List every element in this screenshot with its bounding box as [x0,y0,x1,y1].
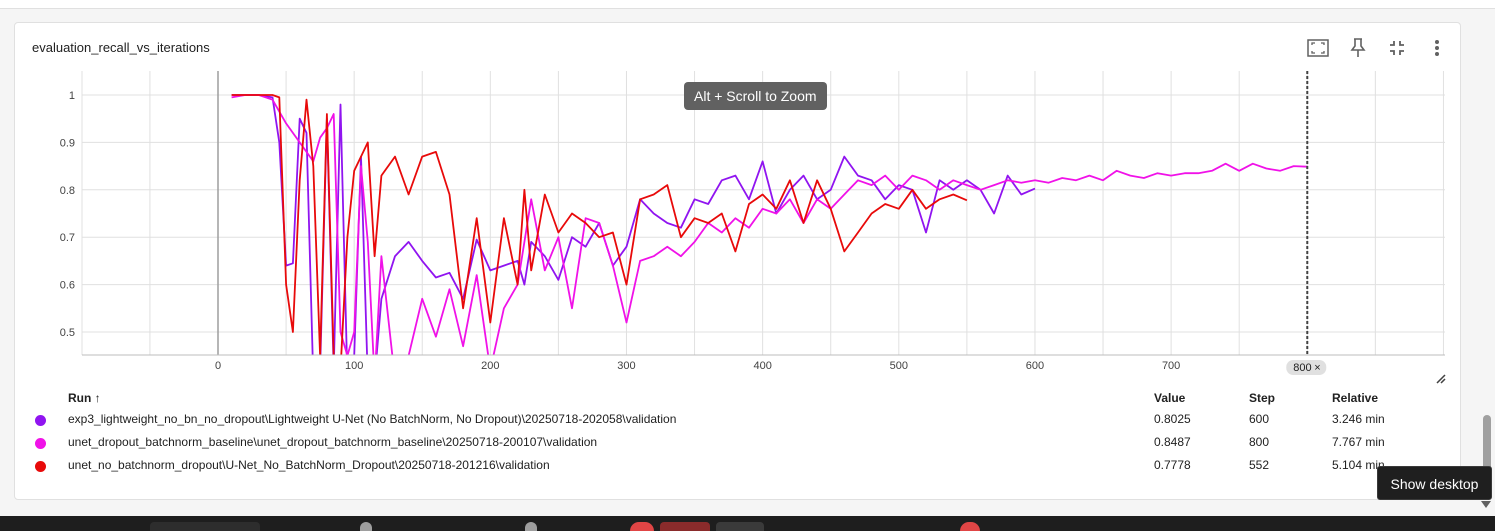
run-step: 600 [1249,412,1270,426]
run-value: 0.8487 [1154,435,1191,449]
close-icon[interactable]: × [1314,362,1320,374]
x-tick-label: 0 [215,360,221,372]
series-line-2 [231,94,1308,355]
chart-grid [82,71,1445,355]
x-tick-label: 500 [890,360,908,372]
series-color-dot [35,461,46,472]
series-line-3 [231,94,968,355]
taskbar-search-icon[interactable] [150,522,260,531]
y-tick-label: 0.6 [60,280,75,292]
taskbar-app-icon[interactable] [660,522,710,531]
table-header-step[interactable]: Step [1249,391,1276,405]
pin-icon[interactable] [1345,35,1371,61]
run-name: unet_no_batchnorm_dropout\U-Net_No_Batch… [68,458,550,472]
step-marker[interactable]: 800 × [1286,71,1327,375]
collapse-icon[interactable] [1384,35,1410,61]
y-tick-label: 0.9 [60,137,75,149]
zoom-hint-tooltip: Alt + Scroll to Zoom [684,82,827,110]
run-step: 552 [1249,458,1270,472]
resize-handle-icon[interactable] [1435,373,1447,385]
chart-card: evaluation_recall_vs_iterations 0.5 0.6 0.… [14,22,1461,500]
chart-plot[interactable]: 0.5 0.6 0.7 0.8 0.9 1 0 100 200 300 400 500 600 700 8… [15,23,1462,383]
x-tick-label: 300 [617,360,635,372]
table-row[interactable]: unet_no_batchnorm_dropout\U-Net_No_Batch… [15,455,1462,478]
table-header-relative[interactable]: Relative [1332,391,1379,405]
table-row[interactable]: unet_dropout_batchnorm_baseline\unet_dro… [15,432,1462,455]
taskbar-app-icon[interactable] [716,522,764,531]
series-color-dot [35,415,46,426]
show-desktop-tooltip: Show desktop [1377,466,1492,500]
x-tick-label: 600 [1026,360,1044,372]
run-relative: 5.104 min [1332,458,1385,472]
taskbar-app-icon[interactable] [525,522,537,531]
table-row[interactable]: exp3_lightweight_no_bn_no_dropout\Lightw… [15,409,1462,432]
card-title: evaluation_recall_vs_iterations [32,40,210,55]
run-name: exp3_lightweight_no_bn_no_dropout\Lightw… [68,412,677,426]
scrollbar-thumb[interactable] [1483,415,1491,485]
run-relative: 3.246 min [1332,412,1385,426]
series-color-dot [35,438,46,449]
y-tick-label: 0.7 [60,232,75,244]
run-relative: 7.767 min [1332,435,1385,449]
run-step: 800 [1249,435,1270,449]
taskbar-app-icon[interactable] [960,522,980,531]
step-marker-chip[interactable] [1286,360,1327,375]
chart-axes: 0.5 0.6 0.7 0.8 0.9 1 0 100 200 300 400 500 600 700 [60,71,1445,372]
run-value: 0.8025 [1154,412,1191,426]
fit-to-screen-icon[interactable] [1305,35,1331,61]
run-value: 0.7778 [1154,458,1191,472]
step-marker-label: 800 [1293,362,1311,374]
top-strip [0,0,1495,9]
taskbar-app-icon[interactable] [630,522,654,531]
x-tick-label: 700 [1162,360,1180,372]
y-tick-label: 0.8 [60,185,75,197]
taskbar [0,516,1495,531]
y-tick-label: 0.5 [60,327,75,339]
scroll-down-arrow-icon[interactable] [1481,501,1491,508]
chart-series [231,94,1308,355]
more-vert-icon[interactable] [1424,35,1450,61]
y-tick-label: 1 [69,90,75,102]
x-tick-label: 200 [481,360,499,372]
page-scrollbar[interactable] [1480,415,1492,508]
taskbar-app-icon[interactable] [360,522,372,531]
x-tick-label: 100 [345,360,363,372]
run-name: unet_dropout_batchnorm_baseline\unet_dro… [68,435,598,449]
x-tick-label: 400 [753,360,771,372]
table-header-run[interactable]: Run ↑ [68,391,101,405]
table-header-value[interactable]: Value [1154,391,1186,405]
